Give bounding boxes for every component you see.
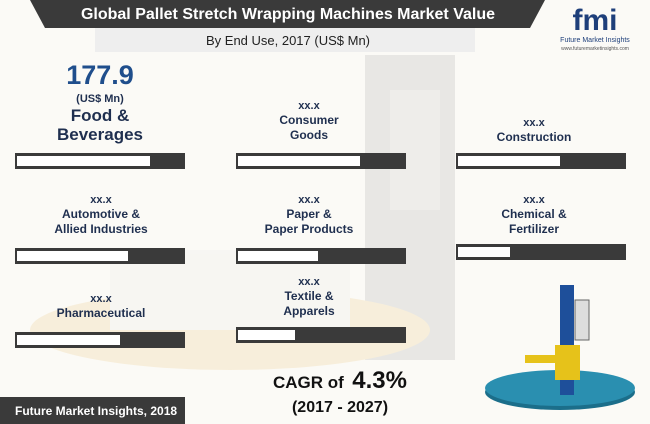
cagr-prefix: CAGR of <box>273 373 344 392</box>
cagr-period: (2017 - 2027) <box>292 399 388 416</box>
logo-tagline: Future Market Insights <box>560 37 630 44</box>
progress-fill <box>238 330 295 340</box>
segment-value: xx.x <box>523 194 545 206</box>
logo-name: fmi <box>573 4 618 37</box>
segment-label: Pharmaceutical <box>57 306 146 320</box>
segment-value: xx.x <box>298 194 320 206</box>
segment-label: Goods <box>290 128 328 142</box>
footer-box <box>0 397 185 424</box>
segment-label: Beverages <box>57 125 143 144</box>
segment-label: Chemical & <box>501 207 567 221</box>
segment-label: Apparels <box>283 304 335 318</box>
title-banner <box>30 0 545 28</box>
segment-label: Fertilizer <box>509 222 559 236</box>
segment-value: xx.x <box>298 100 320 112</box>
segment-label: Consumer <box>279 113 339 127</box>
segment-label: Paper & <box>286 207 332 221</box>
segment-unit: (US$ Mn) <box>76 93 124 105</box>
progress-fill <box>17 251 128 261</box>
segment-label: Textile & <box>284 289 333 303</box>
progress-fill <box>458 156 560 166</box>
title: Global Pallet Stretch Wrapping Machines … <box>81 6 495 23</box>
progress-fill <box>17 335 120 345</box>
segment-value: xx.x <box>523 117 545 129</box>
subtitle-banner <box>95 28 475 52</box>
segment-label: Construction <box>497 130 572 144</box>
segment-value: xx.x <box>298 276 320 288</box>
progress-fill <box>458 247 510 257</box>
segment-value: xx.x <box>90 194 112 206</box>
segment-label: Automotive & <box>62 207 140 221</box>
footer-source: Future Market Insights, 2018 <box>15 404 177 418</box>
segment-value: 177.9 <box>66 60 134 90</box>
cagr-value: 4.3% <box>352 367 407 394</box>
progress-fill <box>238 156 360 166</box>
progress-fill <box>238 251 318 261</box>
progress-fill <box>17 156 150 166</box>
cagr: CAGR of 4.3% <box>273 367 407 394</box>
segment-label: Paper Products <box>265 222 354 236</box>
segment-label: Food & <box>71 106 130 125</box>
logo-url: www.futuremarketinsights.com <box>561 46 629 52</box>
segment-value: xx.x <box>90 293 112 305</box>
subtitle: By End Use, 2017 (US$ Mn) <box>206 33 370 48</box>
machine-illustration <box>485 285 635 410</box>
segment-label: Allied Industries <box>54 222 148 236</box>
